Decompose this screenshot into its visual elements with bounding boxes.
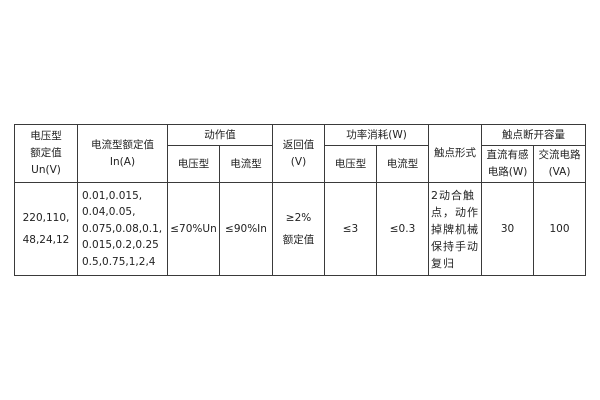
header-operate-current: 电流型 <box>219 145 273 183</box>
header-contact-form: 触点形式 <box>428 124 483 183</box>
header-power-current: 电流型 <box>375 145 430 183</box>
table-row: 220,110, 48,24,12 0.01,0.015, 0.04,0.05, 0.… <box>14 182 587 276</box>
header-rated-current: 电流型额定值 In(A) <box>77 124 168 183</box>
cell-contact-form: 2动合触 点，动作 掉牌机械 保持手动 复归 <box>428 182 483 276</box>
header-dc-inductive: 直流有感 电路(W) <box>481 145 535 183</box>
cell-ac-circuit: 100 <box>533 182 587 276</box>
header-power-consumption: 功率消耗(W) <box>323 124 430 146</box>
cell-power-voltage: ≤3 <box>324 182 377 276</box>
cell-operate-current: ≤90%In <box>219 182 273 276</box>
cell-operate-voltage: ≤70%Un <box>167 182 220 276</box>
header-ac-circuit: 交流电路 (VA) <box>533 145 587 183</box>
relay-spec-table: 电压型 额定值 Un(V) 电流型额定值 In(A) 动作值 返回值 (V) 功率消耗(… <box>14 124 587 276</box>
header-breaking-capacity: 触点断开容量 <box>481 124 587 146</box>
header-operate-value: 动作值 <box>167 124 273 146</box>
cell-rated-voltage: 220,110, 48,24,12 <box>14 182 78 276</box>
cell-rated-current: 0.01,0.015, 0.04,0.05, 0.075,0.08,0.1, 0.01… <box>77 182 168 276</box>
header-rated-voltage: 电压型 额定值 Un(V) <box>14 124 78 183</box>
header-operate-voltage: 电压型 <box>167 145 220 183</box>
cell-dc-inductive: 30 <box>481 182 535 276</box>
header-return-value: 返回值 (V) <box>272 124 325 183</box>
cell-return-value: ≥2% 额定值 <box>272 182 325 276</box>
cell-power-current: ≤0.3 <box>375 182 430 276</box>
header-power-voltage: 电压型 <box>324 145 377 183</box>
